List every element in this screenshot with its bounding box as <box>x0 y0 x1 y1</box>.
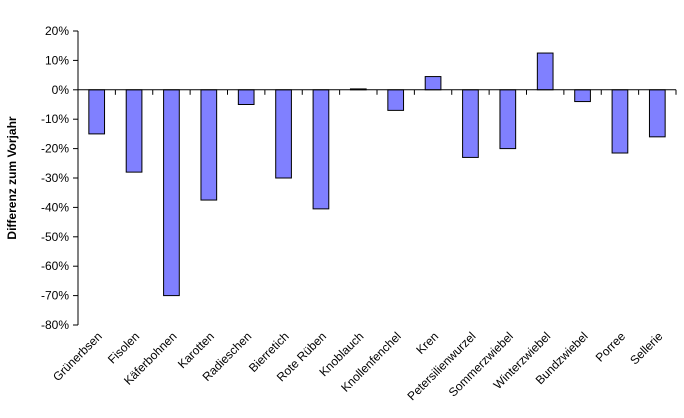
y-tick-label: -60% <box>41 259 69 273</box>
y-tick-label: 20% <box>45 24 69 38</box>
bar-8 <box>387 89 405 111</box>
y-tick-label: 0% <box>52 83 70 97</box>
y-tick-label: -10% <box>41 112 69 126</box>
bar-12 <box>536 52 554 91</box>
bar-10 <box>462 89 479 158</box>
bar-9 <box>424 76 442 91</box>
bar-13 <box>574 89 591 103</box>
y-tick-label: -30% <box>41 171 69 185</box>
bar-1 <box>125 89 143 173</box>
y-tick-label: -80% <box>41 318 69 332</box>
y-tick-label: -50% <box>41 230 69 244</box>
bar-14 <box>611 89 629 154</box>
y-tick-label: -70% <box>41 289 69 303</box>
y-tick-label: 10% <box>45 53 69 67</box>
y-tick-label: -40% <box>41 200 69 214</box>
bar-5 <box>275 89 292 179</box>
bar-11 <box>499 89 517 150</box>
y-tick-label: -20% <box>41 142 69 156</box>
bar-3 <box>200 89 218 201</box>
bar-2 <box>163 89 180 297</box>
bar-6 <box>312 89 330 210</box>
bar-0 <box>88 89 106 135</box>
bar-15 <box>648 89 666 138</box>
bar-4 <box>237 89 255 106</box>
y-axis-label: Differenz zum Vorjahr <box>5 116 19 239</box>
